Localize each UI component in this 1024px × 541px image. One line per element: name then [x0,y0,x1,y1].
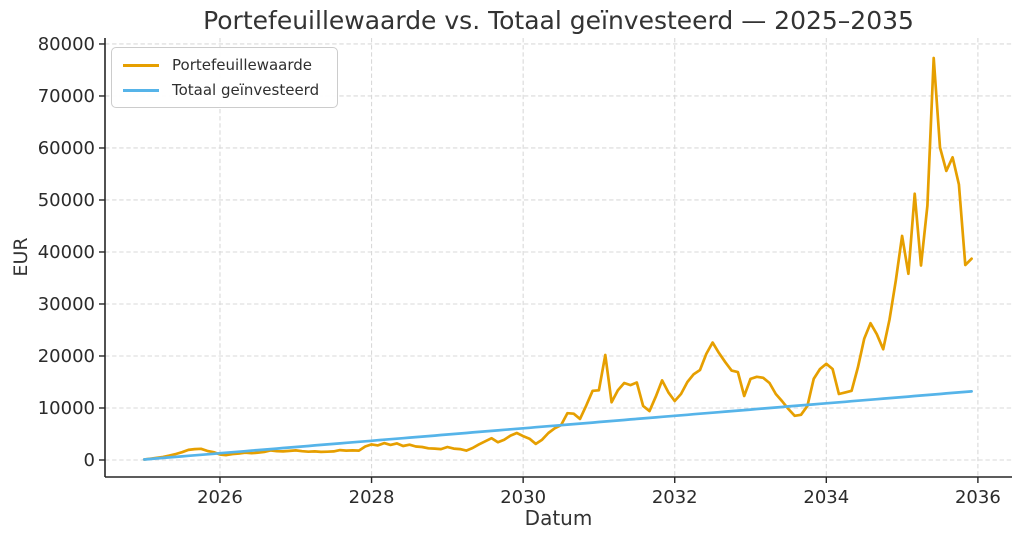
y-tick-label: 40000 [38,242,95,263]
legend: Portefeuillewaarde Totaal geïnvesteerd [111,47,339,108]
legend-item-totaal-geinvesteerd: Totaal geïnvesteerd [123,81,319,99]
chart-title: Portefeuillewaarde vs. Totaal geïnvestee… [203,6,914,35]
y-tick-label: 10000 [38,398,95,419]
y-tick-label: 0 [84,450,95,471]
y-axis-label: EUR [10,237,32,277]
totaal-geinvesteerd-line-swatch [123,88,159,92]
x-tick-label: 2032 [652,487,698,508]
legend-label-totaal-geinvesteerd: Totaal geïnvesteerd [172,81,320,99]
legend-item-portefeuillewaarde: Portefeuillewaarde [123,56,319,74]
portefeuillewaarde-line-swatch [123,63,159,67]
series-line-totaal-geinvesteerd [142,390,973,461]
legend-label-portefeuillewaarde: Portefeuillewaarde [172,56,313,74]
y-tick-label: 30000 [38,294,95,315]
x-axis-label: Datum [524,506,593,530]
y-tick-label: 60000 [38,138,95,159]
x-tick-label: 2030 [500,487,546,508]
x-tick-label: 2028 [349,487,395,508]
y-tick-label: 20000 [38,346,95,367]
y-tick-label: 70000 [38,86,95,107]
x-tick-label: 2034 [803,487,849,508]
y-tick-label: 50000 [38,190,95,211]
x-tick-label: 2026 [197,487,243,508]
series-line-portefeuillewaarde [142,56,973,461]
y-tick-label: 80000 [38,34,95,55]
x-tick-label: 2036 [955,487,1001,508]
